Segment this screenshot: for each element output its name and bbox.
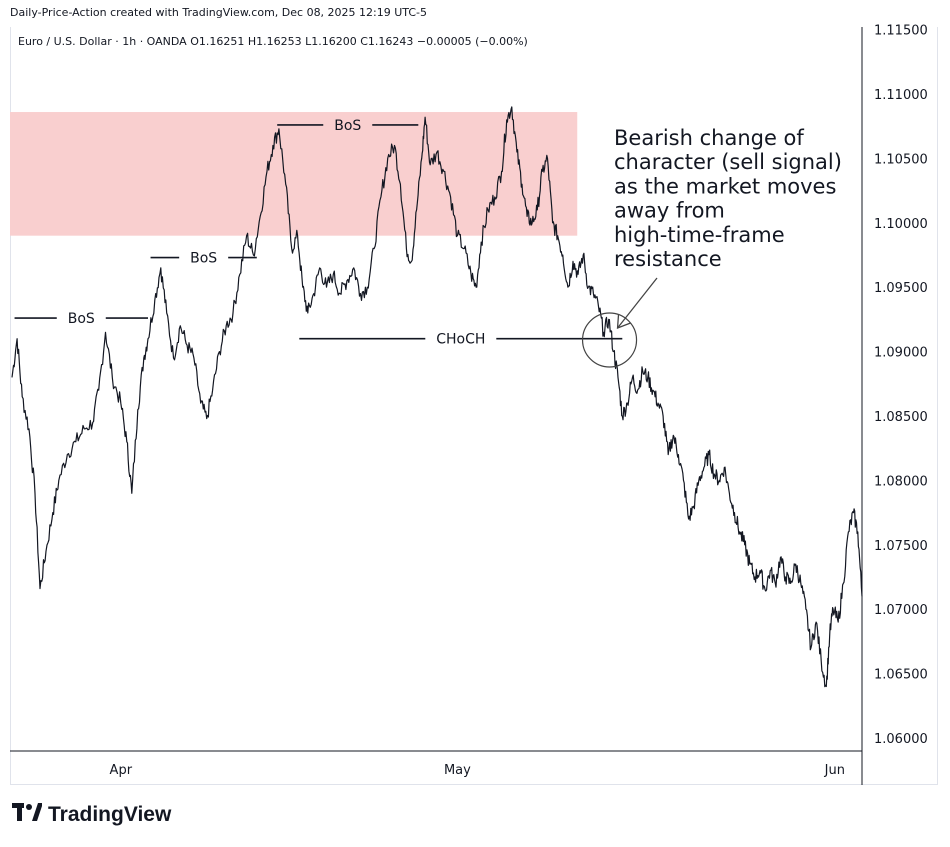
bos-label: BoS [68,311,95,327]
bos-label: BoS [190,251,217,267]
callout-text-line: as the market moves [614,174,836,198]
y-tick-label: 1.11000 [874,88,928,103]
y-tick-label: 1.08500 [874,410,928,425]
bos-label: BoS [334,118,361,134]
y-tick-label: 1.10500 [874,152,928,167]
price-series-line [11,106,863,688]
chart-credit: Daily-Price-Action created with TradingV… [10,6,428,19]
callout-text-line: Bearish change of [614,126,804,150]
callout-arrow-head [616,313,631,329]
symbol-info-line: Euro / U.S. Dollar · 1h · OANDA O1.16251… [18,35,528,48]
y-tick-label: 1.09000 [874,346,928,361]
choch-highlight-circle [581,312,638,368]
y-tick-label: 1.06000 [874,732,928,747]
chart-frame [10,27,938,785]
callout-text-line: away from [614,199,725,223]
y-tick-label: 1.06500 [874,668,928,683]
callout-text-line: character (sell signal) [614,150,842,174]
y-tick-label: 1.10000 [874,217,928,232]
x-tick-label: Apr [110,763,133,778]
choch-label: CHoCH [436,332,485,348]
y-tick-label: 1.08000 [874,474,928,489]
y-tick-label: 1.07500 [874,539,928,554]
y-tick-label: 1.09500 [874,281,928,296]
y-tick-label: 1.07000 [874,603,928,618]
callout-text-line: high-time-frame [614,223,785,247]
x-tick-label: May [444,763,471,778]
y-tick-label: 1.11500 [874,24,928,39]
tradingview-brand-name: TradingView [48,803,172,826]
callout-text-line: resistance [614,247,722,271]
x-tick-label: Jun [824,763,845,778]
tradingview-logo[interactable]: TradingView [12,803,171,827]
resistance-zone [10,112,578,236]
tradingview-logo-icon [12,803,43,827]
callout-arrow-line [617,277,658,329]
